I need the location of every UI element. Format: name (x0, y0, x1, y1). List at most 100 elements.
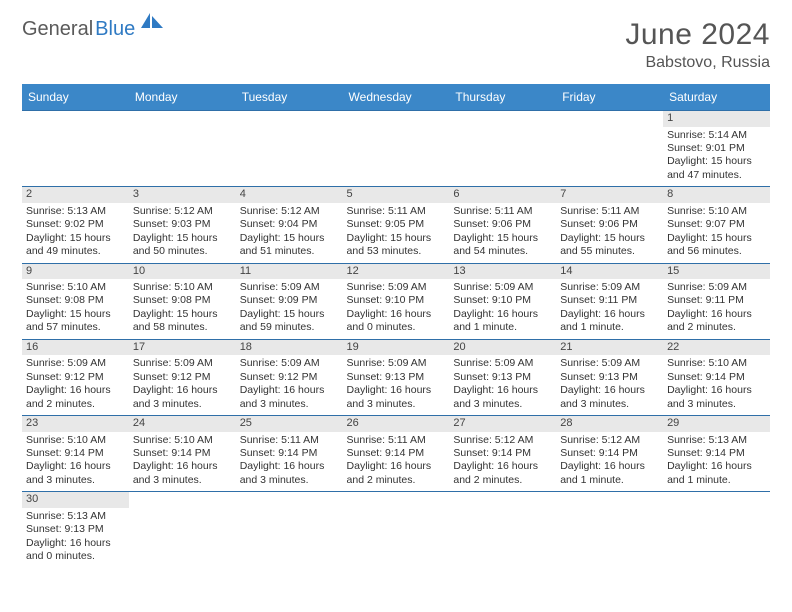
day-number (129, 111, 236, 127)
day-cell (22, 127, 129, 187)
day-cell: Sunrise: 5:11 AM Sunset: 9:06 PM Dayligh… (556, 203, 663, 263)
day-cell: Sunrise: 5:11 AM Sunset: 9:14 PM Dayligh… (343, 432, 450, 492)
daynum-row: 30 (22, 492, 770, 508)
day-number: 7 (556, 187, 663, 203)
day-cell (556, 508, 663, 568)
day-cell: Sunrise: 5:10 AM Sunset: 9:07 PM Dayligh… (663, 203, 770, 263)
day-cell: Sunrise: 5:13 AM Sunset: 9:13 PM Dayligh… (22, 508, 129, 568)
logo-text-blue: Blue (95, 18, 135, 41)
day-number: 9 (22, 263, 129, 279)
day-number (343, 492, 450, 508)
day-number (343, 111, 450, 127)
logo: GeneralBlue (22, 18, 165, 41)
weekday-header-row: Sunday Monday Tuesday Wednesday Thursday… (22, 84, 770, 111)
day-number: 29 (663, 416, 770, 432)
day-number (449, 492, 556, 508)
daynum-row: 16171819202122 (22, 339, 770, 355)
day-cell: Sunrise: 5:09 AM Sunset: 9:10 PM Dayligh… (449, 279, 556, 339)
day-cell: Sunrise: 5:09 AM Sunset: 9:11 PM Dayligh… (663, 279, 770, 339)
day-data-row: Sunrise: 5:14 AM Sunset: 9:01 PM Dayligh… (22, 127, 770, 187)
daynum-row: 2345678 (22, 187, 770, 203)
day-number (556, 492, 663, 508)
day-cell (343, 508, 450, 568)
daynum-row: 1 (22, 111, 770, 127)
day-cell: Sunrise: 5:09 AM Sunset: 9:12 PM Dayligh… (129, 355, 236, 415)
day-cell (129, 127, 236, 187)
day-cell: Sunrise: 5:11 AM Sunset: 9:05 PM Dayligh… (343, 203, 450, 263)
day-number: 28 (556, 416, 663, 432)
day-cell: Sunrise: 5:11 AM Sunset: 9:14 PM Dayligh… (236, 432, 343, 492)
day-number: 18 (236, 339, 343, 355)
daynum-row: 23242526272829 (22, 416, 770, 432)
day-number (129, 492, 236, 508)
day-cell: Sunrise: 5:10 AM Sunset: 9:14 PM Dayligh… (663, 355, 770, 415)
calendar-table: Sunday Monday Tuesday Wednesday Thursday… (22, 84, 770, 568)
day-number (22, 111, 129, 127)
day-number: 8 (663, 187, 770, 203)
day-number: 23 (22, 416, 129, 432)
day-number: 11 (236, 263, 343, 279)
title-block: June 2024 Babstovo, Russia (625, 18, 770, 72)
day-number (449, 111, 556, 127)
day-number: 4 (236, 187, 343, 203)
day-number: 15 (663, 263, 770, 279)
weekday-header: Monday (129, 84, 236, 111)
day-cell: Sunrise: 5:12 AM Sunset: 9:14 PM Dayligh… (449, 432, 556, 492)
day-data-row: Sunrise: 5:13 AM Sunset: 9:13 PM Dayligh… (22, 508, 770, 568)
day-number (236, 111, 343, 127)
day-cell: Sunrise: 5:10 AM Sunset: 9:14 PM Dayligh… (129, 432, 236, 492)
day-cell: Sunrise: 5:10 AM Sunset: 9:14 PM Dayligh… (22, 432, 129, 492)
day-cell: Sunrise: 5:12 AM Sunset: 9:14 PM Dayligh… (556, 432, 663, 492)
day-cell: Sunrise: 5:09 AM Sunset: 9:13 PM Dayligh… (556, 355, 663, 415)
day-number: 21 (556, 339, 663, 355)
day-number: 27 (449, 416, 556, 432)
day-cell: Sunrise: 5:09 AM Sunset: 9:13 PM Dayligh… (343, 355, 450, 415)
day-cell (236, 127, 343, 187)
day-number: 1 (663, 111, 770, 127)
day-cell: Sunrise: 5:14 AM Sunset: 9:01 PM Dayligh… (663, 127, 770, 187)
weekday-header: Saturday (663, 84, 770, 111)
day-number (556, 111, 663, 127)
day-cell: Sunrise: 5:11 AM Sunset: 9:06 PM Dayligh… (449, 203, 556, 263)
day-data-row: Sunrise: 5:10 AM Sunset: 9:08 PM Dayligh… (22, 279, 770, 339)
day-data-row: Sunrise: 5:10 AM Sunset: 9:14 PM Dayligh… (22, 432, 770, 492)
day-number: 17 (129, 339, 236, 355)
weekday-header: Thursday (449, 84, 556, 111)
day-number: 16 (22, 339, 129, 355)
day-cell: Sunrise: 5:12 AM Sunset: 9:03 PM Dayligh… (129, 203, 236, 263)
daynum-row: 9101112131415 (22, 263, 770, 279)
weekday-header: Wednesday (343, 84, 450, 111)
day-number: 14 (556, 263, 663, 279)
day-cell: Sunrise: 5:09 AM Sunset: 9:13 PM Dayligh… (449, 355, 556, 415)
day-cell (236, 508, 343, 568)
day-number: 3 (129, 187, 236, 203)
day-cell (663, 508, 770, 568)
day-cell: Sunrise: 5:09 AM Sunset: 9:12 PM Dayligh… (236, 355, 343, 415)
day-number: 22 (663, 339, 770, 355)
weekday-header: Friday (556, 84, 663, 111)
day-data-row: Sunrise: 5:13 AM Sunset: 9:02 PM Dayligh… (22, 203, 770, 263)
day-number: 13 (449, 263, 556, 279)
day-number: 25 (236, 416, 343, 432)
calendar-body: 1Sunrise: 5:14 AM Sunset: 9:01 PM Daylig… (22, 111, 770, 568)
calendar-page: GeneralBlue June 2024 Babstovo, Russia S… (0, 0, 792, 586)
weekday-header: Sunday (22, 84, 129, 111)
day-number: 30 (22, 492, 129, 508)
day-cell (449, 127, 556, 187)
day-cell: Sunrise: 5:13 AM Sunset: 9:02 PM Dayligh… (22, 203, 129, 263)
day-number: 26 (343, 416, 450, 432)
month-title: June 2024 (625, 18, 770, 52)
location: Babstovo, Russia (625, 54, 770, 72)
logo-text-general: General (22, 18, 93, 41)
day-data-row: Sunrise: 5:09 AM Sunset: 9:12 PM Dayligh… (22, 355, 770, 415)
day-number: 24 (129, 416, 236, 432)
day-cell (556, 127, 663, 187)
day-cell: Sunrise: 5:09 AM Sunset: 9:10 PM Dayligh… (343, 279, 450, 339)
day-cell: Sunrise: 5:10 AM Sunset: 9:08 PM Dayligh… (129, 279, 236, 339)
day-cell: Sunrise: 5:12 AM Sunset: 9:04 PM Dayligh… (236, 203, 343, 263)
day-number: 5 (343, 187, 450, 203)
day-cell: Sunrise: 5:10 AM Sunset: 9:08 PM Dayligh… (22, 279, 129, 339)
sail-icon (139, 11, 165, 34)
day-cell (343, 127, 450, 187)
day-number: 2 (22, 187, 129, 203)
